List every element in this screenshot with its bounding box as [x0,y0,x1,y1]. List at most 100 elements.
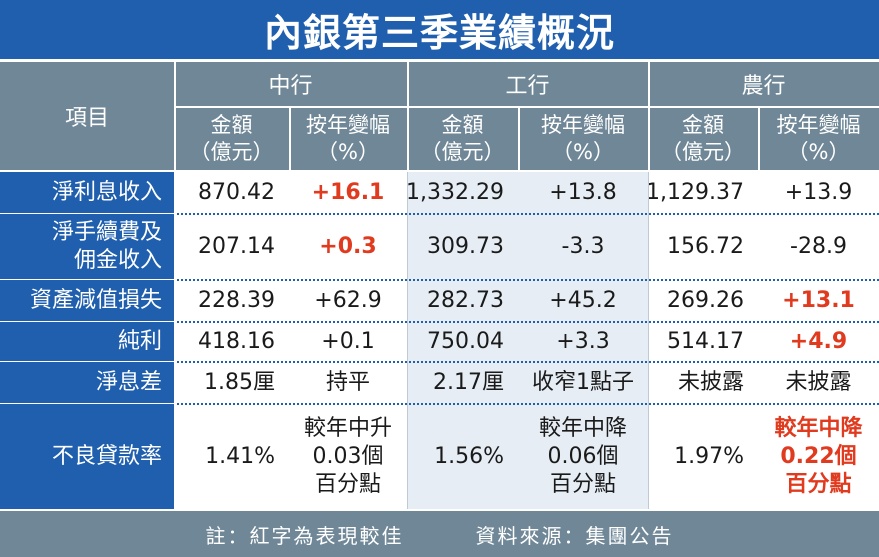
header-item: 項目 [0,62,174,170]
header-bank-boc: 中行 [174,62,407,106]
table-cell: 1.41% [174,404,289,509]
subheader-change: 按年變幅 （%） [289,108,407,170]
footer-source: 資料來源：集團公告 [475,523,674,548]
cell-text: 百分點 [785,471,852,497]
table-cell: 2.17厘 [407,362,518,404]
table-title: 內銀第三季業績概況 [0,0,879,62]
header-bank-abc: 農行 [648,62,879,106]
cell-text: 未披露 [677,370,744,395]
table-cell: 較年中降 0.06個 百分點 [518,404,648,509]
header-divider [518,106,520,172]
cell-text: 418.16 [198,329,275,354]
cell-text: 較年中升 [303,415,392,441]
cell-text: 1.97% [674,443,744,469]
row-label-line: 淨利息收入 [51,180,162,205]
subheader-line: （億元） [189,140,274,164]
table-cell: 1,332.29 [406,172,518,214]
subheader-line: （%） [787,140,850,164]
cell-text: +13.9 [784,180,853,205]
table-cell: +13.8 [518,172,648,214]
table-cell: +45.2 [518,280,648,322]
subheader-line: 金額 [682,113,724,137]
column-divider [407,172,408,509]
table-cell: -3.3 [518,214,648,280]
table-cell: 1.85厘 [174,362,289,404]
table-cell: 未披露 [648,362,758,404]
cell-text: 0.22個 [780,443,857,469]
cell-text: 持平 [325,370,370,395]
table-cell: +0.3 [289,214,407,280]
cell-text: -3.3 [561,234,605,259]
cell-text: 207.14 [198,234,275,259]
cell-text: +62.9 [314,288,382,313]
cell-text: 269.26 [667,288,744,313]
subheader-line: （%） [552,140,614,164]
row-label-line: 純利 [117,329,162,354]
cell-text: -28.9 [790,234,847,259]
row-label: 淨息差 [0,362,174,404]
table-cell: -28.9 [758,214,879,280]
table-cell: 418.16 [174,322,289,362]
row-separator [174,403,879,405]
header-divider [174,62,176,509]
cell-text: 較年中降 [538,415,627,441]
subheader-amount: 金額 （億元） [407,108,518,170]
subheader-amount: 金額 （億元） [174,108,289,170]
footer: 註：紅字為表現較佳 資料來源：集團公告 [0,511,879,557]
cell-text: 1.85厘 [204,370,275,395]
table-cell: 1.56% [407,404,518,509]
row-label: 淨手續費及佣金收入 [0,214,174,280]
subheader-line: 按年變幅 [541,113,625,137]
cell-text: 收窄1點子 [532,370,634,395]
header-divider [648,62,650,172]
table-cell: +13.9 [758,172,879,214]
table-cell: +0.1 [289,322,407,362]
subheader-line: （億元） [420,140,505,164]
cell-text: 未披露 [785,370,852,395]
row-label: 資產減值損失 [0,280,174,322]
table-cell: 750.04 [407,322,518,362]
cell-text: 1,129.37 [646,180,744,205]
cell-text: +13.1 [782,288,855,313]
table-cell: 269.26 [648,280,758,322]
column-divider [648,172,649,509]
row-label-line: 佣金收入 [73,248,162,273]
cell-text: 2.17厘 [433,370,504,395]
subheader-line: （%） [317,140,379,164]
subheader-change: 按年變幅 （%） [758,108,879,170]
row-separator [174,321,879,323]
cell-text: 0.06個 [547,443,619,469]
header-rule [174,106,879,108]
table-cell: +4.9 [758,322,879,362]
cell-text: 1.56% [434,443,504,469]
cell-text: +45.2 [549,288,617,313]
header-bottom-rule [0,170,879,172]
row-label-line: 資產減值損失 [29,288,162,313]
footer-note: 註：紅字為表現較佳 [205,523,404,548]
cell-text: +16.1 [311,180,385,205]
table-cell: 收窄1點子 [518,362,648,404]
header-divider [407,62,409,172]
cell-text: 1.41% [205,443,275,469]
cell-text: 百分點 [314,471,381,497]
subheader-line: 按年變幅 [306,113,390,137]
table-cell: 較年中降 0.22個 百分點 [758,404,879,509]
cell-text: 228.39 [198,288,275,313]
cell-text: +0.3 [319,234,377,259]
row-label-line: 淨手續費及 [51,220,162,245]
header-divider [289,106,291,172]
table-cell: 514.17 [648,322,758,362]
subheader-line: 按年變幅 [776,113,861,137]
table-cell: 1,129.37 [646,172,758,214]
table-cell: 870.42 [174,172,289,214]
cell-text: 750.04 [427,329,504,354]
cell-text: 百分點 [549,471,616,497]
table-cell: 未披露 [758,362,879,404]
icbc-column-tint [407,172,648,509]
cell-text: +0.1 [321,329,375,354]
subheader-change: 按年變幅 （%） [518,108,648,170]
row-label-line: 淨息差 [95,370,162,395]
cell-text: 較年中降 [774,415,863,441]
subheader-line: （億元） [661,140,745,164]
